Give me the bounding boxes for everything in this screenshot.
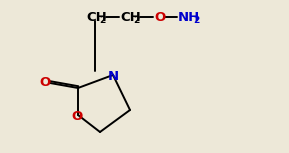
Text: O: O [39, 75, 51, 88]
Text: 2: 2 [193, 16, 199, 25]
Text: N: N [108, 69, 118, 82]
Text: NH: NH [178, 11, 200, 24]
Text: 2: 2 [133, 16, 139, 25]
Text: CH: CH [86, 11, 107, 24]
Text: O: O [154, 11, 165, 24]
Text: O: O [71, 110, 83, 123]
Text: 2: 2 [99, 16, 105, 25]
Text: CH: CH [120, 11, 141, 24]
